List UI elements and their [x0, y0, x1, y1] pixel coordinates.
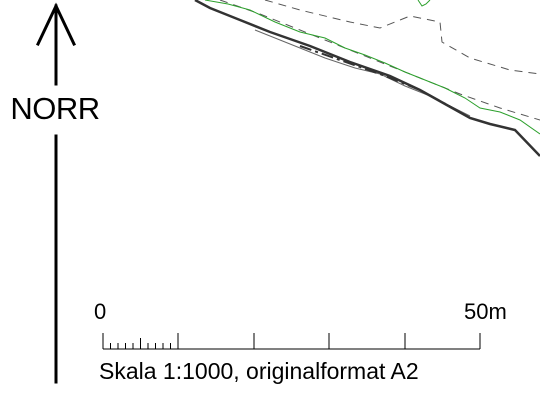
north-arrow-icon [36, 2, 76, 384]
north-arrow-head [36, 2, 76, 46]
scale-bar [102, 333, 481, 350]
scale-end-label: 50m [464, 299, 507, 324]
property-boundary-dashed-lower [219, 0, 540, 121]
terrain-line [254, 29, 471, 117]
scale-start-label: 0 [94, 299, 107, 324]
road-edge-line [194, 0, 540, 157]
road-edge-dashdot [299, 45, 461, 113]
contour-label-fragment [417, 0, 431, 7]
contour-line [204, 0, 540, 135]
north-label: NORR [10, 91, 100, 126]
map-features [194, 0, 540, 157]
scale-caption: Skala 1:1000, originalformat A2 [99, 358, 419, 384]
property-boundary-dashed-upper [264, 0, 540, 75]
